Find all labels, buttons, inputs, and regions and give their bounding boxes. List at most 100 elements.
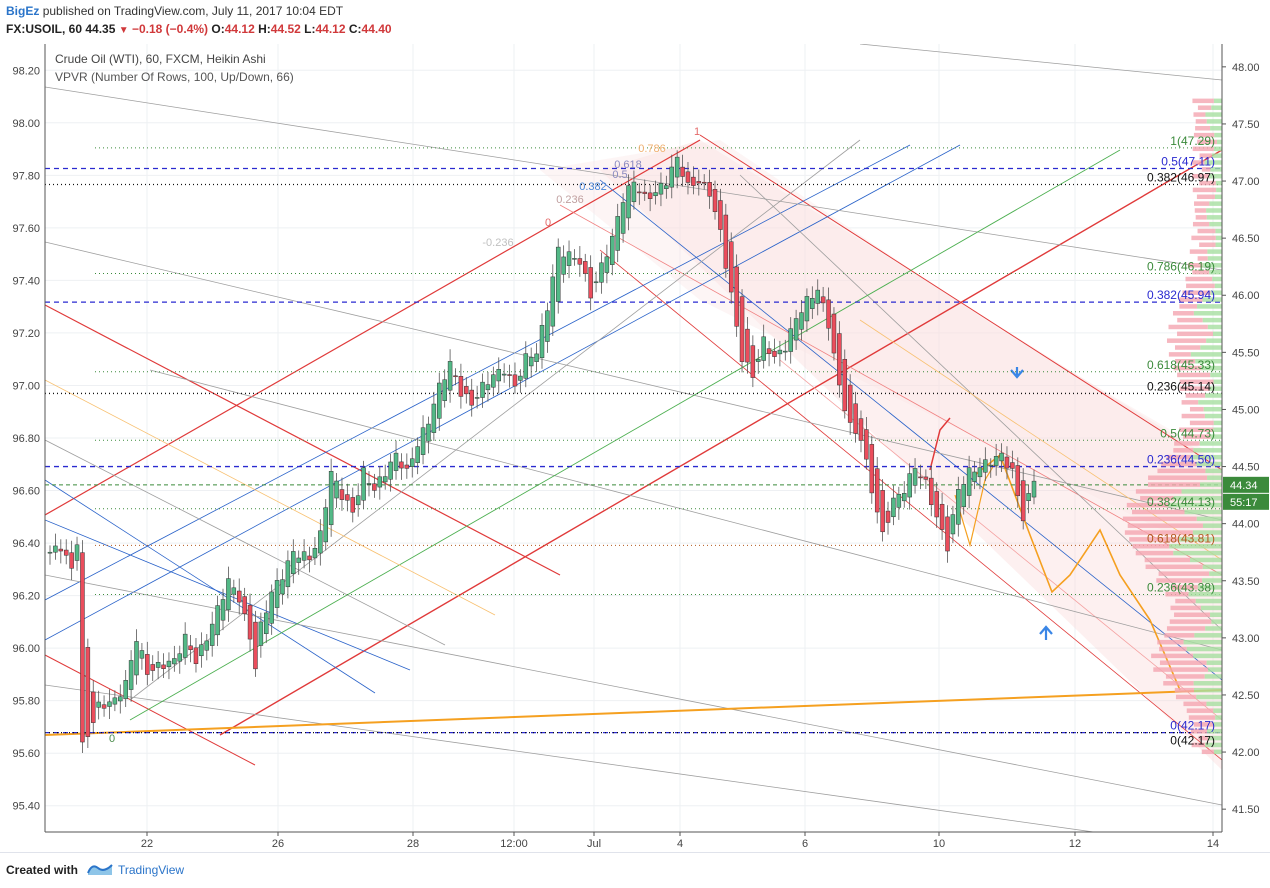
vpvr-bar-up [1210,372,1222,378]
candle-body [756,359,761,362]
left-axis-tick: 96.20 [12,591,40,603]
vpvr-bar-up [1193,653,1222,659]
vpvr-bar-up [1173,496,1222,501]
candle-body [728,241,734,293]
candle-body [426,423,431,442]
vpvr-bar-up [1195,598,1222,604]
vpvr-bar-up [1203,406,1222,412]
candle-body [453,375,458,378]
vpvr-bar-down [1179,386,1210,391]
forecast-path [974,453,1181,691]
candle-body [1026,493,1031,501]
blue-up-arrow-icon [1039,625,1053,640]
vpvr-bar-down [1172,311,1194,316]
vpvr-bar-down [1163,681,1194,686]
candle-body [447,361,453,391]
indicator-legend[interactable]: VPVR (Number Of Rows, 100, Up/Down, 66) [55,70,294,84]
right-axis-tick: 43.50 [1232,576,1260,588]
candle-body [566,251,572,266]
vpvr-bar-up [1215,715,1222,720]
candle-body [501,373,507,376]
candle-body [555,246,561,302]
vpvr-bar-up [1192,530,1222,535]
fib-level-label: 0(42.17) [1170,734,1215,748]
vpvr-bar-up [1196,461,1222,467]
candle-body [907,473,912,498]
vpvr-bar-up [1215,235,1222,241]
vpvr-bar-down [1127,523,1203,528]
vpvr-bar-down [1135,550,1174,556]
vpvr-bar-up [1206,338,1222,343]
vpvr-bar-down [1135,489,1182,494]
candle-body [674,156,680,178]
open-label: O: [211,22,225,36]
candle-body [523,353,529,379]
right-axis-tick: 43.00 [1232,633,1260,645]
candle-body [491,374,496,388]
vpvr-bar-up [1197,304,1222,309]
vpvr-bar-up [1209,201,1222,206]
vpvr-bar-up [1196,694,1222,700]
right-axis-tick: 44.50 [1232,462,1260,474]
vpvr-bar-up [1206,215,1222,220]
candle-body [1004,456,1010,469]
vpvr-bar-down [1140,496,1174,501]
vpvr-bar-down [1157,639,1184,645]
candle-body [74,544,80,561]
vpvr-bar-down [1181,413,1205,419]
last-price-badge-text: 44.34 [1230,480,1258,492]
vpvr-bar-up [1193,311,1222,316]
vpvr-bar-down [1124,530,1193,535]
candle-body [431,403,437,433]
candle-body [112,697,118,705]
candle-body [361,467,366,501]
vpvr-bar-up [1207,256,1222,261]
candle-body [80,552,85,743]
vpvr-bar-up [1184,509,1222,515]
vpvr-bar-down [1187,263,1203,268]
series-legend[interactable]: Crude Oil (WTI), 60, FXCM, Heikin Ashi [55,52,266,66]
vpvr-bar-down [1193,112,1206,117]
symbol-label: FX:USOIL, 60 [6,22,83,36]
fan-fill [540,140,1222,560]
left-axis-tick: 95.40 [12,801,40,813]
candle-body [777,349,783,355]
vpvr-bar-up [1204,413,1222,419]
vpvr-bar-up [1211,619,1222,624]
vpvr-bar-down [1192,173,1209,179]
candle-body [561,256,566,275]
candle-body [437,382,442,419]
candle-body [415,446,420,463]
candle-body [977,467,983,478]
vpvr-bar-up [1168,502,1222,508]
candle-body [199,644,204,657]
candle-body [285,560,291,588]
vpvr-bar-up [1209,571,1222,576]
vpvr-bar-down [1186,283,1215,289]
footer-brand[interactable]: TradingView [118,863,185,877]
candle-body [101,704,107,709]
candle-body [69,552,74,569]
candle-body [388,461,393,480]
candle-body [264,612,269,634]
candle-body [945,516,950,552]
vpvr-bar-down [1165,674,1205,679]
vpvr-bar-up [1178,537,1222,542]
vpvr-bar-down [1157,468,1206,474]
vpvr-bar-up [1209,221,1222,227]
red-downtrend-line [45,304,561,576]
candle-body [182,633,188,658]
candle-body [404,464,410,469]
right-axis-bg [1222,44,1270,832]
right-axis-tick: 45.50 [1232,347,1260,359]
author-name[interactable]: BigEz [6,4,40,18]
candle-body [53,545,58,553]
candle-body [869,444,875,494]
candle-body [874,468,880,513]
candle-body [291,551,296,575]
vpvr-bar-up [1196,516,1222,522]
vpvr-bar-down [1195,215,1207,220]
candle-body [188,645,193,651]
